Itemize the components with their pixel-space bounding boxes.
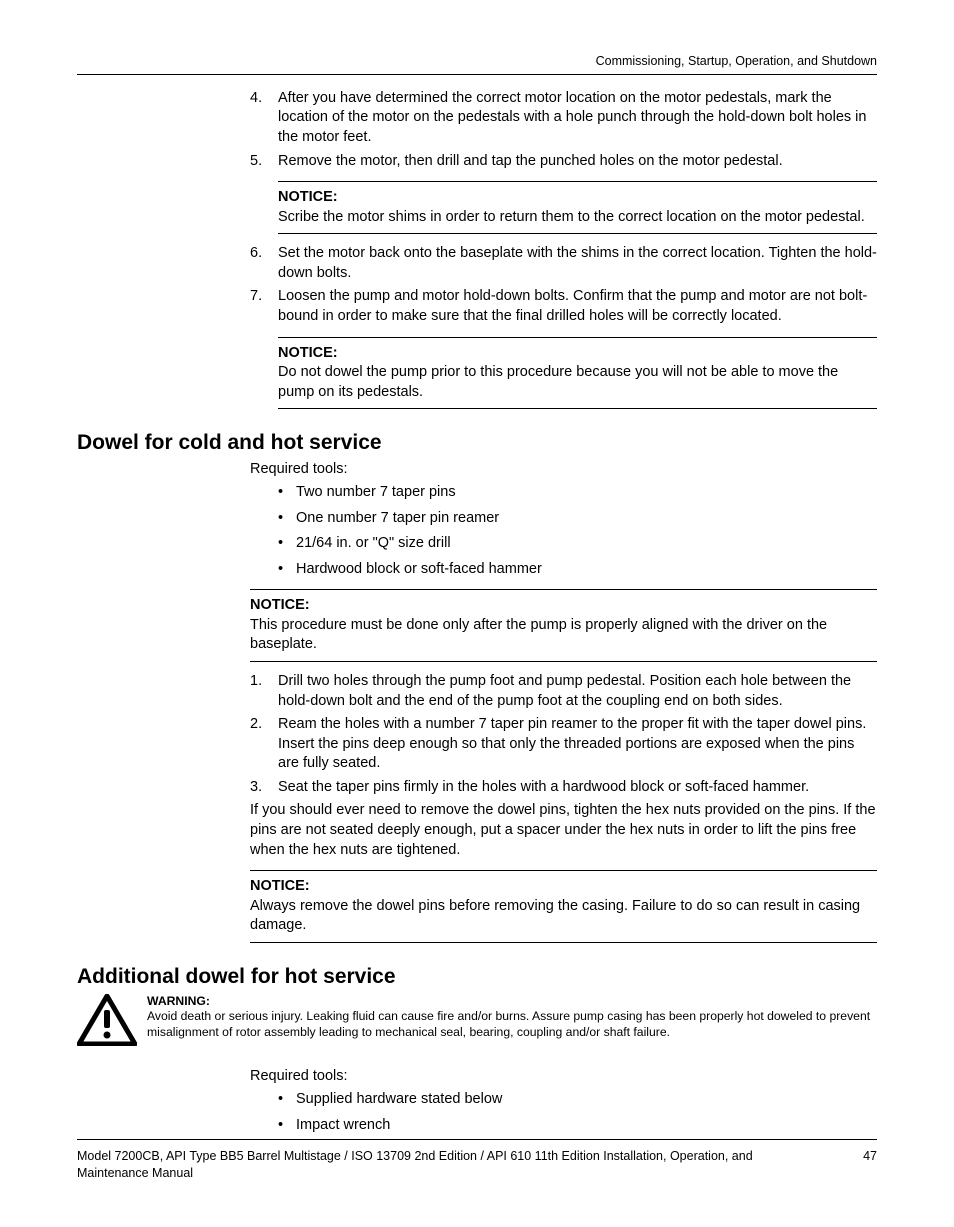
step-text: After you have determined the correct mo…: [278, 89, 877, 148]
tool-item: One number 7 taper pin reamer: [278, 509, 877, 529]
step-number: 2.: [250, 715, 278, 774]
running-header: Commissioning, Startup, Operation, and S…: [77, 53, 877, 70]
step-text: Drill two holes through the pump foot an…: [278, 672, 877, 711]
step-number: 3.: [250, 778, 278, 798]
dowel-hot-body: Required tools: Supplied hardware stated…: [250, 1067, 877, 1136]
step-number: 5.: [250, 152, 278, 172]
step-number: 1.: [250, 672, 278, 711]
warning-block: WARNING: Avoid death or serious injury. …: [77, 994, 877, 1053]
step-text: Loosen the pump and motor hold-down bolt…: [278, 287, 877, 326]
step-number: 7.: [250, 287, 278, 326]
warning-icon: [77, 994, 147, 1053]
notice-alignment: NOTICE: This procedure must be done only…: [250, 589, 877, 662]
top-continuation: 4. After you have determined the correct…: [250, 89, 877, 409]
notice-scribe: NOTICE: Scribe the motor shims in order …: [278, 181, 877, 234]
post-paragraph: If you should ever need to remove the do…: [250, 801, 877, 860]
required-tools-label: Required tools:: [250, 460, 877, 480]
required-tools-label: Required tools:: [250, 1067, 877, 1087]
page-number: 47: [847, 1148, 877, 1182]
notice-text: Do not dowel the pump prior to this proc…: [278, 363, 877, 402]
warning-label: WARNING:: [147, 994, 877, 1009]
step-1: 1. Drill two holes through the pump foot…: [250, 672, 877, 711]
warning-text: Avoid death or serious injury. Leaking f…: [147, 1009, 877, 1040]
step-3: 3. Seat the taper pins firmly in the hol…: [250, 778, 877, 798]
step-5: 5. Remove the motor, then drill and tap …: [250, 152, 877, 172]
notice-label: NOTICE:: [278, 188, 877, 208]
notice-no-dowel: NOTICE: Do not dowel the pump prior to t…: [278, 337, 877, 410]
tools-list: Supplied hardware stated below Impact wr…: [278, 1090, 877, 1135]
tool-item: Two number 7 taper pins: [278, 483, 877, 503]
step-text: Remove the motor, then drill and tap the…: [278, 152, 877, 172]
step-6: 6. Set the motor back onto the baseplate…: [250, 244, 877, 283]
step-text: Set the motor back onto the baseplate wi…: [278, 244, 877, 283]
notice-text: This procedure must be done only after t…: [250, 616, 877, 655]
step-text: Seat the taper pins firmly in the holes …: [278, 778, 877, 798]
footer-text: Model 7200CB, API Type BB5 Barrel Multis…: [77, 1148, 847, 1182]
tool-item: Supplied hardware stated below: [278, 1090, 877, 1110]
header-rule: [77, 74, 877, 75]
step-2: 2. Ream the holes with a number 7 taper …: [250, 715, 877, 774]
page: Commissioning, Startup, Operation, and S…: [0, 0, 954, 1135]
notice-remove-pins: NOTICE: Always remove the dowel pins bef…: [250, 870, 877, 943]
step-number: 6.: [250, 244, 278, 283]
tool-item: Impact wrench: [278, 1116, 877, 1136]
tool-item: Hardwood block or soft-faced hammer: [278, 560, 877, 580]
footer: Model 7200CB, API Type BB5 Barrel Multis…: [77, 1139, 877, 1182]
step-4: 4. After you have determined the correct…: [250, 89, 877, 148]
heading-dowel-cold-hot: Dowel for cold and hot service: [77, 429, 877, 457]
notice-text: Always remove the dowel pins before remo…: [250, 897, 877, 936]
tools-list: Two number 7 taper pins One number 7 tap…: [278, 483, 877, 579]
notice-label: NOTICE:: [250, 877, 877, 897]
heading-dowel-hot: Additional dowel for hot service: [77, 963, 877, 991]
step-text: Ream the holes with a number 7 taper pin…: [278, 715, 877, 774]
step-7: 7. Loosen the pump and motor hold-down b…: [250, 287, 877, 326]
notice-text: Scribe the motor shims in order to retur…: [278, 208, 877, 228]
warning-text-container: WARNING: Avoid death or serious injury. …: [147, 994, 877, 1040]
dowel-cold-hot-body: Required tools: Two number 7 taper pins …: [250, 460, 877, 943]
notice-label: NOTICE:: [250, 596, 877, 616]
notice-label: NOTICE:: [278, 344, 877, 364]
step-number: 4.: [250, 89, 278, 148]
tool-item: 21/64 in. or "Q" size drill: [278, 534, 877, 554]
